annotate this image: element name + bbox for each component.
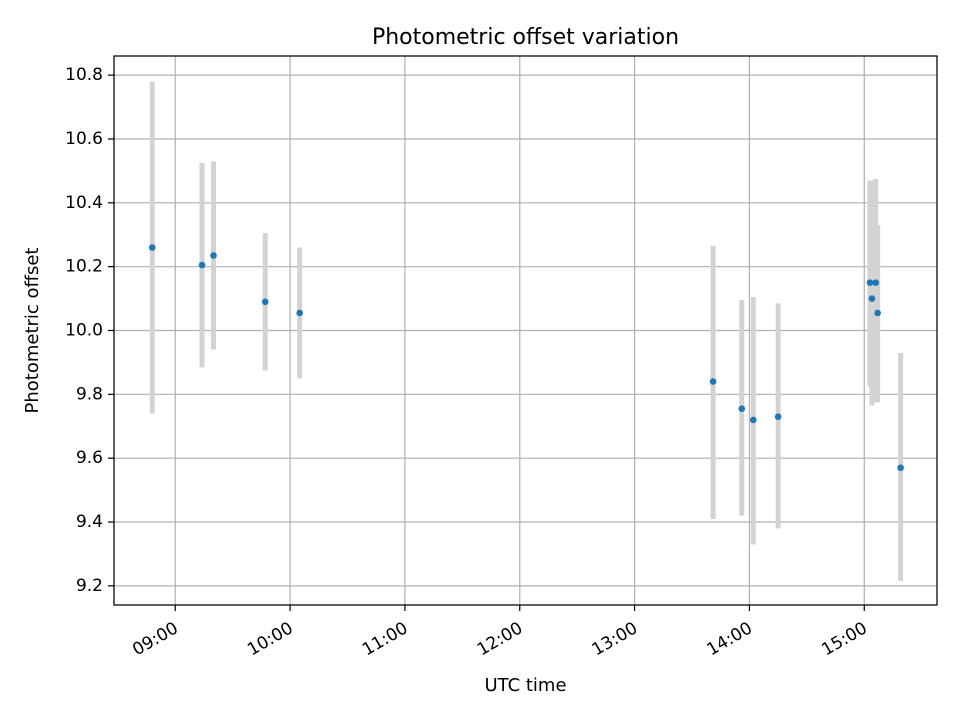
- chart-title: Photometric offset variation: [372, 25, 679, 50]
- grid: [114, 56, 937, 605]
- y-tick-label: 9.6: [76, 448, 103, 468]
- y-tick-label: 9.8: [76, 384, 103, 404]
- y-tick-label: 10.4: [65, 193, 103, 213]
- data-point: [866, 279, 874, 286]
- data-point: [872, 279, 880, 286]
- data-point: [738, 405, 746, 413]
- data-point: [148, 244, 156, 251]
- data-point: [874, 309, 881, 317]
- y-axis-ticks: 9.2 9.4 9.6 9.8 10.0 10.2 10.4 10.6 10.8: [65, 65, 114, 596]
- data-point: [296, 309, 303, 317]
- data-points: [148, 244, 904, 472]
- x-axis-label: UTC time: [484, 675, 566, 696]
- data-point: [210, 252, 217, 259]
- y-tick-label: 10.0: [65, 321, 103, 341]
- y-tick-label: 9.2: [76, 576, 103, 596]
- data-point: [198, 261, 206, 269]
- data-point: [261, 298, 269, 306]
- y-tick-label: 10.2: [65, 257, 103, 277]
- data-point: [868, 295, 876, 302]
- data-point: [749, 416, 757, 424]
- y-tick-label: 10.6: [65, 129, 103, 149]
- y-axis-label: Photometric offset: [22, 248, 43, 414]
- data-point: [709, 378, 717, 385]
- y-tick-label: 9.4: [76, 512, 103, 532]
- y-tick-label: 10.8: [65, 65, 103, 85]
- data-point: [897, 464, 904, 472]
- data-point: [774, 413, 782, 420]
